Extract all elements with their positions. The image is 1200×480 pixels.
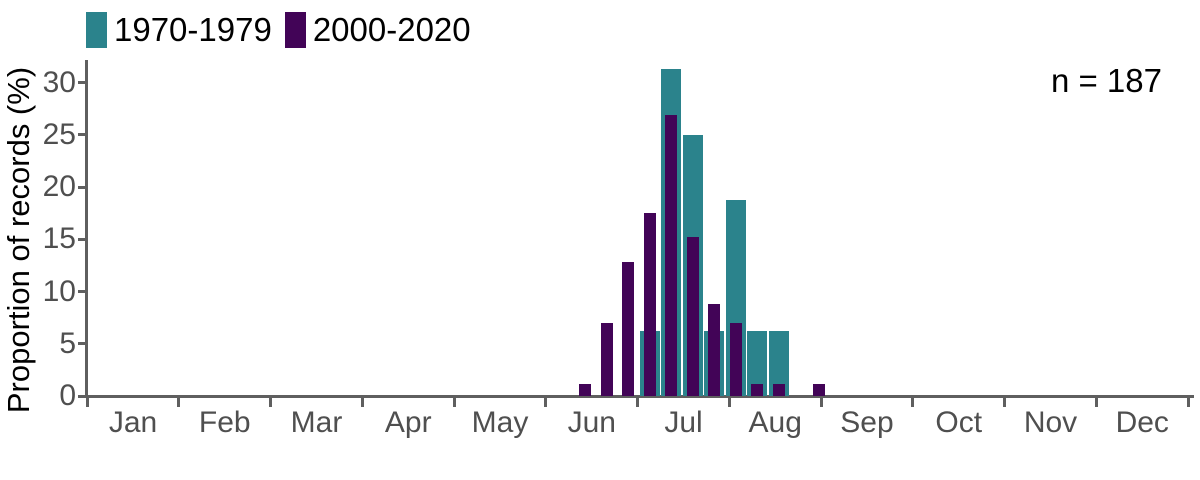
x-tick-1: [177, 398, 181, 407]
y-tick-5: [77, 342, 86, 346]
bar-2000-2020-10: [813, 383, 826, 396]
bar-2000-2020-2: [622, 261, 635, 396]
bar-2000-2020-8: [751, 383, 764, 396]
x-tick-label-nov: Nov: [1023, 406, 1078, 439]
bar-2000-2020-7: [729, 322, 742, 396]
x-tick-4: [452, 398, 456, 407]
bar-2000-2020-6: [708, 304, 721, 396]
x-tick-label-apr: Apr: [384, 406, 432, 439]
bar-2000-2020-9: [772, 383, 785, 396]
y-tick-label-20: 20: [42, 170, 76, 203]
y-tick-0: [77, 394, 86, 398]
sample-size-annotation: n = 187: [1050, 62, 1162, 99]
bar-2000-2020-0: [579, 383, 592, 396]
bar-1970-1979-5: [747, 330, 768, 396]
x-tick-label-jun: Jun: [567, 406, 616, 439]
x-tick-10: [1003, 398, 1006, 407]
x-tick-0: [85, 398, 89, 407]
x-tick-6: [636, 398, 639, 407]
y-tick-10: [77, 290, 86, 293]
x-tick-label-oct: Oct: [935, 406, 983, 439]
y-tick-label-0: 0: [59, 379, 76, 412]
y-tick-label-15: 15: [42, 222, 76, 256]
legend-label-2000-2020: 2000-2020: [312, 11, 471, 48]
x-axis-line: [84, 395, 1194, 398]
y-tick-label-10: 10: [42, 274, 76, 308]
x-tick-9: [911, 398, 915, 407]
legend: 1970-1979 2000-2020: [86, 11, 484, 49]
x-tick-2: [269, 398, 272, 407]
y-tick-label-25: 25: [42, 117, 76, 151]
x-tick-3: [360, 398, 364, 407]
bar-2000-2020-4: [665, 114, 678, 396]
x-tick-label-dec: Dec: [1115, 406, 1169, 439]
y-axis-line: [84, 60, 88, 398]
legend-swatch-1970-1979: [86, 12, 107, 48]
x-tick-label-may: May: [471, 406, 529, 439]
y-tick-label-30: 30: [42, 65, 76, 99]
x-tick-7: [727, 398, 731, 407]
bar-2000-2020-1: [600, 322, 613, 396]
legend-label-1970-1979: 1970-1979: [114, 11, 272, 48]
bar-2000-2020-3: [643, 212, 656, 396]
y-tick-label-5: 5: [59, 326, 76, 360]
x-tick-label-feb: Feb: [198, 406, 251, 439]
x-tick-5: [544, 398, 548, 407]
x-tick-8: [819, 398, 823, 407]
x-tick-label-jan: Jan: [108, 406, 158, 439]
x-tick-label-jul: Jul: [664, 406, 703, 439]
y-tick-20: [77, 185, 86, 189]
x-tick-label-sep: Sep: [840, 406, 894, 439]
x-tick-label-mar: Mar: [290, 406, 343, 439]
y-tick-30: [77, 81, 86, 84]
y-tick-25: [77, 133, 86, 137]
legend-swatch-2000-2020: [284, 12, 306, 48]
bar-2000-2020-5: [686, 237, 699, 396]
x-tick-label-aug: Aug: [748, 406, 802, 439]
x-tick-12: [1186, 398, 1190, 407]
y-tick-15: [77, 237, 86, 241]
x-tick-11: [1094, 398, 1098, 407]
bar-1970-1979-6: [768, 330, 789, 396]
